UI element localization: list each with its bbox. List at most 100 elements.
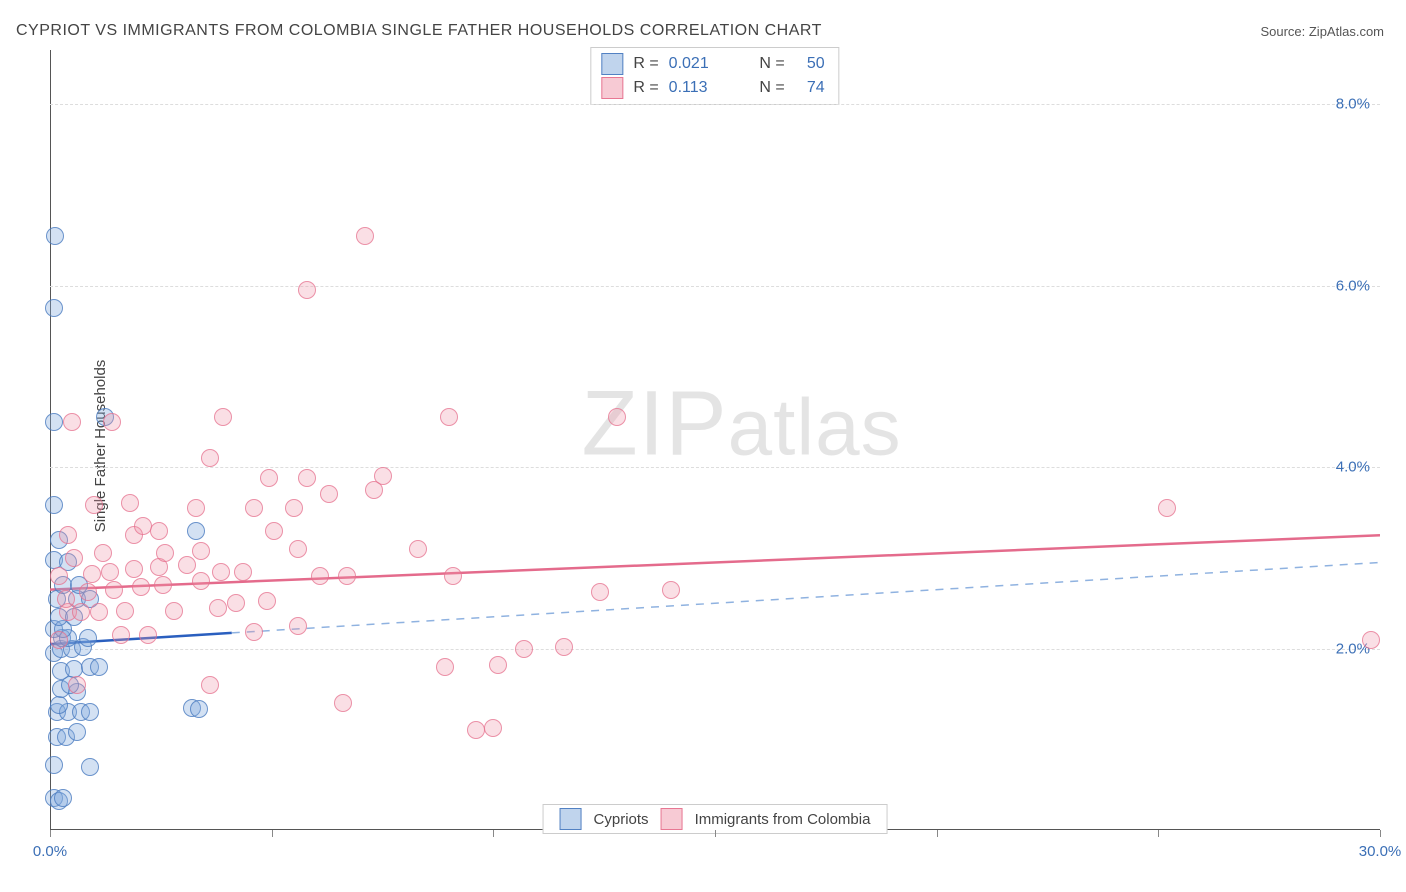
data-point-pink xyxy=(192,572,210,590)
data-point-pink xyxy=(320,485,338,503)
x-tick-label: 30.0% xyxy=(1359,843,1402,860)
data-point-blue xyxy=(46,227,64,245)
gridline xyxy=(50,467,1380,468)
data-point-pink xyxy=(484,719,502,737)
data-point-pink xyxy=(65,549,83,567)
x-tick xyxy=(272,830,273,837)
data-point-blue xyxy=(190,700,208,718)
data-point-pink xyxy=(125,560,143,578)
legend-label-immigrants: Immigrants from Colombia xyxy=(695,811,871,828)
data-point-pink xyxy=(591,583,609,601)
data-point-pink xyxy=(72,603,90,621)
data-point-pink xyxy=(444,567,462,585)
gridline xyxy=(50,286,1380,287)
data-point-blue xyxy=(45,756,63,774)
data-point-pink xyxy=(90,603,108,621)
data-point-pink xyxy=(245,623,263,641)
data-point-blue xyxy=(54,789,72,807)
data-point-pink xyxy=(165,602,183,620)
data-point-pink xyxy=(289,540,307,558)
data-point-pink xyxy=(436,658,454,676)
data-point-pink xyxy=(338,567,356,585)
legend-row-cypriots: R = 0.021 N = 50 xyxy=(601,52,824,76)
data-point-pink xyxy=(298,281,316,299)
data-point-pink xyxy=(662,581,680,599)
legend-label-cypriots: Cypriots xyxy=(594,811,649,828)
data-point-pink xyxy=(94,544,112,562)
data-point-blue xyxy=(187,522,205,540)
watermark: ZIPatlas xyxy=(582,372,902,477)
data-point-pink xyxy=(285,499,303,517)
gridline xyxy=(50,649,1380,650)
correlation-legend: R = 0.021 N = 50 R = 0.113 N = 74 xyxy=(590,47,839,105)
data-point-pink xyxy=(156,544,174,562)
data-point-blue xyxy=(81,758,99,776)
data-point-pink xyxy=(59,526,77,544)
data-point-blue xyxy=(79,629,97,647)
data-point-pink xyxy=(298,469,316,487)
data-point-pink xyxy=(192,542,210,560)
data-point-pink xyxy=(374,467,392,485)
data-point-blue xyxy=(45,413,63,431)
data-point-pink xyxy=(258,592,276,610)
data-point-pink xyxy=(260,469,278,487)
trend-lines xyxy=(50,50,1380,830)
data-point-pink xyxy=(1158,499,1176,517)
scatter-plot: ZIPatlas R = 0.021 N = 50 R = 0.113 N = … xyxy=(50,50,1380,830)
data-point-pink xyxy=(1362,631,1380,649)
gridline xyxy=(50,104,1380,105)
data-point-pink xyxy=(139,626,157,644)
swatch-pink-icon xyxy=(601,77,623,99)
data-point-pink xyxy=(289,617,307,635)
data-point-blue xyxy=(45,496,63,514)
data-point-pink xyxy=(68,676,86,694)
data-point-pink xyxy=(356,227,374,245)
data-point-pink xyxy=(227,594,245,612)
data-point-pink xyxy=(515,640,533,658)
chart-header: CYPRIOT VS IMMIGRANTS FROM COLOMBIA SING… xyxy=(0,0,1406,50)
data-point-pink xyxy=(212,563,230,581)
data-point-pink xyxy=(154,576,172,594)
chart-source: Source: ZipAtlas.com xyxy=(1260,24,1384,39)
data-point-blue xyxy=(81,703,99,721)
data-point-pink xyxy=(555,638,573,656)
y-tick-label: 4.0% xyxy=(1336,459,1370,476)
data-point-pink xyxy=(103,413,121,431)
x-tick xyxy=(493,830,494,837)
data-point-pink xyxy=(63,413,81,431)
x-tick-label: 0.0% xyxy=(33,843,67,860)
data-point-pink xyxy=(209,599,227,617)
data-point-pink xyxy=(121,494,139,512)
y-tick-label: 8.0% xyxy=(1336,96,1370,113)
data-point-pink xyxy=(201,449,219,467)
x-tick xyxy=(50,830,51,837)
x-tick xyxy=(715,830,716,837)
x-tick xyxy=(1158,830,1159,837)
data-point-pink xyxy=(79,583,97,601)
data-point-blue xyxy=(45,299,63,317)
data-point-blue xyxy=(68,723,86,741)
data-point-pink xyxy=(112,626,130,644)
data-point-blue xyxy=(50,696,68,714)
data-point-pink xyxy=(132,578,150,596)
chart-title: CYPRIOT VS IMMIGRANTS FROM COLOMBIA SING… xyxy=(16,22,822,40)
data-point-pink xyxy=(214,408,232,426)
data-point-pink xyxy=(245,499,263,517)
data-point-pink xyxy=(409,540,427,558)
data-point-pink xyxy=(116,602,134,620)
data-point-pink xyxy=(440,408,458,426)
data-point-pink xyxy=(467,721,485,739)
data-point-pink xyxy=(134,517,152,535)
swatch-blue-icon xyxy=(560,808,582,830)
data-point-blue xyxy=(90,658,108,676)
data-point-pink xyxy=(101,563,119,581)
x-tick xyxy=(1380,830,1381,837)
data-point-pink xyxy=(57,590,75,608)
swatch-blue-icon xyxy=(601,53,623,75)
swatch-pink-icon xyxy=(661,808,683,830)
data-point-pink xyxy=(187,499,205,517)
data-point-pink xyxy=(50,631,68,649)
data-point-pink xyxy=(334,694,352,712)
data-point-pink xyxy=(234,563,252,581)
x-tick xyxy=(937,830,938,837)
